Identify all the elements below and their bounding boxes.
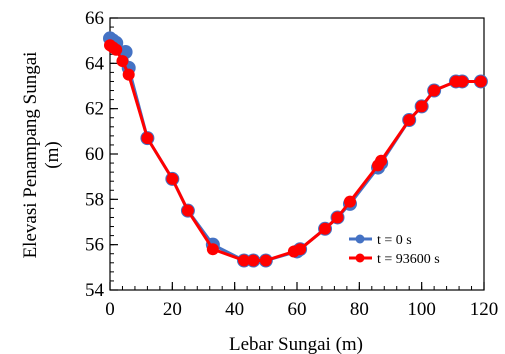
x-tick-label: 60 (288, 299, 307, 320)
series-0 (103, 31, 488, 268)
series-1 (104, 39, 487, 267)
x-tick-label: 120 (470, 299, 499, 320)
series-layer (103, 31, 488, 268)
data-point (141, 132, 154, 145)
data-point (343, 195, 356, 208)
y-tick-label: 66 (85, 8, 104, 29)
y-tick-label: 62 (85, 99, 104, 120)
data-point (259, 254, 272, 267)
x-axis-title: Lebar Sungai (m) (229, 334, 363, 354)
y-tick-label: 54 (85, 280, 105, 301)
data-point (319, 222, 332, 235)
x-tick-label: 100 (407, 299, 436, 320)
data-point (403, 114, 416, 126)
x-tick-label: 0 (105, 299, 115, 320)
data-point (166, 172, 179, 185)
legend-label-t93600: t = 93600 s (377, 252, 440, 267)
x-tick-label: 80 (350, 299, 369, 320)
legend: t = 0 s t = 93600 s (349, 233, 440, 267)
series-line-1 (109, 43, 481, 262)
data-point (456, 75, 469, 88)
y-axis-title-line-1: Elevasi Penampang Sungai (20, 52, 41, 259)
legend-marker-t0 (355, 234, 365, 244)
legend-marker-t93600 (355, 253, 365, 263)
data-point (474, 75, 487, 88)
data-point (294, 243, 307, 256)
data-point (331, 211, 344, 224)
y-tick-label: 60 (85, 144, 104, 165)
x-tick-label: 40 (225, 299, 244, 320)
data-point (122, 68, 135, 81)
data-point (116, 55, 129, 68)
data-point (415, 100, 428, 113)
data-point (238, 254, 251, 267)
y-axis-title: Elevasi Penampang Sungai (20, 52, 41, 259)
x-tick-label: 20 (163, 299, 182, 320)
legend-label-t0: t = 0 s (377, 233, 412, 248)
y-axis-title-line-2-wrap: (m) (42, 141, 63, 168)
data-point (110, 43, 123, 56)
y-tick-label: 58 (85, 189, 104, 210)
data-point (375, 154, 388, 167)
series-line-0 (109, 37, 481, 262)
data-point (247, 254, 260, 267)
y-axis-title-line-2: (m) (42, 141, 63, 168)
y-tick-label: 56 (85, 235, 104, 256)
data-point (428, 84, 441, 97)
tick-labels: 0 20 40 60 80 100 120 54 56 58 60 62 64 66 (85, 8, 498, 320)
y-tick-label: 64 (85, 53, 105, 74)
data-point (181, 204, 194, 217)
data-point (206, 243, 219, 256)
